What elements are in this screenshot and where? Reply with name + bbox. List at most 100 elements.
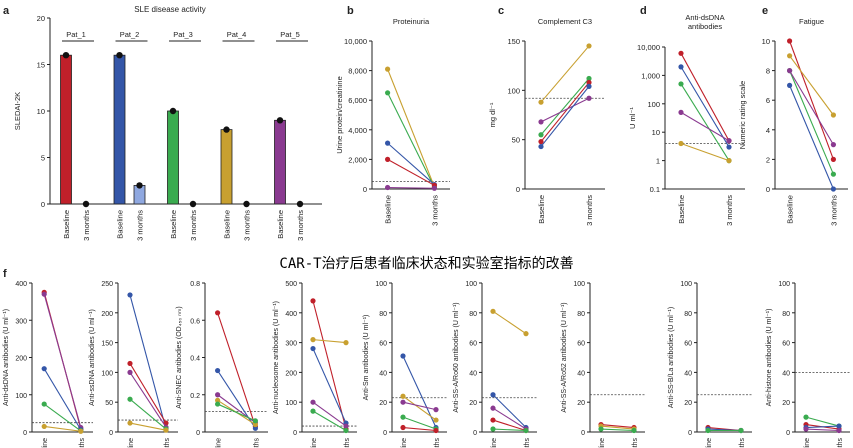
series-line — [129, 372, 167, 428]
data-point — [490, 426, 496, 432]
y-tick-label: 100 — [647, 100, 660, 109]
y-tick-label: 80 — [469, 311, 477, 318]
x-tick-label: 3 months — [296, 210, 305, 241]
y-tick-label: 10 — [37, 107, 45, 116]
panel-f3-chart: 0 0.2 0.4 0.6 0.8 Anti-SNEC antibodies (OD₄₅₀… — [176, 281, 268, 448]
bar — [274, 119, 286, 205]
y-tick-label: 5 — [41, 154, 45, 163]
y-tick-label: 0 — [109, 430, 113, 437]
series-line — [680, 111, 730, 142]
data-point — [189, 200, 197, 208]
series-line — [217, 403, 256, 422]
y-tick-label: 0 — [688, 430, 692, 437]
y-tick-label: 100 — [375, 281, 387, 288]
y-tick-label: 10 — [762, 37, 770, 46]
series-line — [387, 158, 435, 186]
data-point — [538, 132, 544, 138]
panel-e-chart: 0 2 4 6 8 10 Numeric rating scale Baseline 3 mon… — [738, 17, 848, 226]
series-line — [387, 142, 435, 185]
series-line — [402, 395, 437, 421]
x-tick-label: Baseline — [223, 210, 232, 239]
y-tick-label: 60 — [782, 341, 790, 348]
patient-label: Pat_3 — [173, 30, 193, 39]
data-point — [215, 392, 221, 398]
y-tick-label: 0 — [23, 430, 27, 437]
data-point — [678, 64, 684, 70]
data-point — [343, 340, 349, 346]
y-tick-label: 100 — [778, 281, 790, 288]
series-line — [129, 363, 167, 424]
y-tick-label: 0 — [516, 185, 520, 194]
x-tick-label: Baseline — [401, 438, 408, 448]
panel-letter: b — [347, 5, 354, 17]
series-line — [789, 70, 834, 175]
bar — [113, 54, 126, 205]
data-point — [385, 66, 391, 72]
data-point — [523, 331, 529, 337]
data-point — [400, 353, 406, 359]
x-tick-label: 3 months — [82, 210, 91, 241]
y-tick-label: 40 — [379, 370, 387, 377]
series-line — [600, 428, 635, 432]
x-tick-label: 3 months — [829, 195, 838, 226]
x-tick-label: Baseline — [128, 438, 135, 448]
y-tick-label: 8,000 — [348, 67, 367, 76]
series-line — [387, 92, 435, 188]
data-point — [836, 423, 842, 429]
series-line — [402, 416, 437, 430]
series-line — [492, 407, 527, 430]
x-tick-label: 3 months — [434, 438, 441, 448]
chart-title: antibodies — [688, 22, 722, 31]
y-tick-label: 60 — [684, 341, 692, 348]
data-point — [400, 424, 406, 431]
data-point — [400, 414, 406, 420]
x-tick-label: 3 months — [189, 210, 198, 241]
data-point — [215, 401, 221, 407]
data-point — [803, 414, 809, 420]
series-line — [387, 186, 435, 189]
data-point — [433, 427, 439, 434]
data-point — [223, 126, 230, 133]
data-point — [830, 112, 837, 118]
data-point — [431, 185, 437, 191]
data-point — [127, 396, 133, 402]
data-point — [586, 83, 592, 89]
data-point — [490, 417, 496, 423]
series-line — [312, 401, 347, 427]
series-line — [680, 142, 730, 162]
y-axis-label: Anti-Sm antibodies (U ml⁻¹) — [363, 315, 370, 401]
y-tick-label: 2 — [766, 155, 770, 164]
data-point — [586, 43, 592, 49]
data-point — [215, 310, 221, 316]
x-tick-label: 3 months — [79, 438, 86, 448]
series-line — [789, 70, 834, 145]
data-point — [310, 345, 316, 352]
data-point — [276, 117, 284, 124]
x-tick-label: Baseline — [537, 195, 546, 224]
x-tick-label: Baseline — [311, 438, 318, 448]
x-tick-label: Baseline — [786, 195, 795, 224]
y-tick-label: 100 — [15, 393, 27, 400]
data-point — [787, 82, 793, 88]
y-tick-label: 20 — [782, 400, 790, 407]
series-line — [789, 55, 834, 116]
x-tick-label: Baseline — [804, 438, 811, 448]
data-point — [310, 298, 316, 304]
series-line — [312, 339, 347, 344]
series-line — [540, 97, 590, 123]
y-tick-label: 100 — [507, 86, 520, 95]
series-line — [402, 426, 437, 432]
y-tick-label: 80 — [379, 311, 387, 318]
series-line — [43, 294, 82, 428]
y-tick-label: 20 — [379, 400, 387, 407]
series-line — [805, 425, 840, 429]
y-tick-label: 60 — [577, 341, 585, 348]
data-point — [538, 99, 544, 105]
chart-title: Complement C3 — [538, 17, 592, 26]
x-tick-label: 3 months — [253, 438, 260, 448]
y-tick-label: 50 — [105, 400, 113, 407]
y-tick-label: 0 — [786, 430, 790, 437]
data-point — [252, 421, 258, 428]
chart-title: Anti-dsDNA — [685, 13, 724, 22]
data-point — [433, 407, 439, 413]
